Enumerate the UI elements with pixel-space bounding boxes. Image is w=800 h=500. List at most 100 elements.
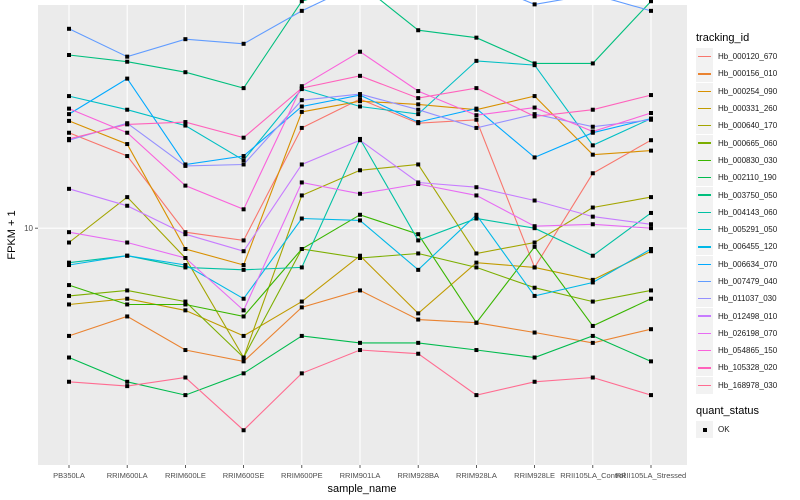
data-point-Hb_000156_010 bbox=[358, 288, 362, 293]
data-point-Hb_054865_150 bbox=[183, 183, 188, 188]
x-axis-title: sample_name bbox=[327, 483, 396, 495]
y-tick-label: 10 bbox=[24, 224, 33, 233]
data-point-Hb_000830_030 bbox=[183, 302, 188, 307]
data-point-Hb_003750_050 bbox=[474, 35, 479, 40]
legend-item: Hb_005291_050 bbox=[696, 221, 778, 239]
data-point-Hb_011037_030 bbox=[299, 98, 304, 103]
data-point-Hb_000665_060 bbox=[590, 299, 595, 304]
data-point-Hb_000254_090 bbox=[532, 94, 537, 99]
data-point-Hb_006455_120 bbox=[649, 247, 653, 252]
data-point-Hb_007479_040 bbox=[241, 41, 246, 46]
legend-item: Hb_054865_150 bbox=[696, 342, 778, 360]
legend-item: Hb_026198_070 bbox=[696, 324, 778, 342]
data-point-Hb_054865_150 bbox=[67, 106, 71, 111]
data-point-Hb_011037_030 bbox=[241, 162, 246, 167]
data-point-Hb_006634_070 bbox=[125, 76, 130, 81]
data-point-Hb_002110_190 bbox=[67, 355, 71, 360]
data-point-Hb_105328_020 bbox=[416, 96, 421, 101]
data-point-Hb_105328_020 bbox=[474, 86, 479, 91]
legend-label: Hb_054865_150 bbox=[718, 346, 778, 356]
data-point-Hb_002110_190 bbox=[183, 393, 188, 398]
data-point-Hb_006455_120 bbox=[125, 253, 130, 258]
grid-lines bbox=[38, 5, 687, 465]
data-point-Hb_012498_010 bbox=[241, 249, 246, 254]
legend2-item: OK bbox=[696, 421, 759, 439]
data-point-Hb_000156_010 bbox=[416, 317, 421, 322]
data-point-Hb_000120_670 bbox=[474, 117, 479, 122]
data-point-Hb_012498_010 bbox=[590, 214, 595, 219]
legend-line-icon bbox=[696, 359, 713, 377]
x-tick-label: RRII105LA_Control bbox=[560, 471, 625, 480]
data-point-Hb_000156_010 bbox=[241, 359, 246, 364]
data-point-Hb_003750_050 bbox=[416, 28, 421, 33]
x-tick-label: RRIM600LE bbox=[165, 471, 206, 480]
data-point-Hb_005291_050 bbox=[416, 112, 421, 117]
x-tick-label: RRIM600LA bbox=[107, 471, 148, 480]
data-point-Hb_105328_020 bbox=[67, 136, 71, 141]
legend-line-icon bbox=[696, 324, 713, 342]
legend-line-icon bbox=[696, 290, 713, 308]
data-point-Hb_000254_090 bbox=[649, 148, 653, 153]
y-axis-title: FPKM + 1 bbox=[6, 210, 18, 259]
legend-line-icon bbox=[696, 307, 713, 325]
data-point-Hb_000254_090 bbox=[125, 142, 130, 147]
data-point-Hb_054865_150 bbox=[241, 207, 246, 212]
axes: PB350LA RRIM600LA RRIM600LE RRIM600SE RRIM60… bbox=[24, 224, 686, 480]
data-point-Hb_000156_010 bbox=[183, 348, 188, 353]
data-point-Hb_004143_060 bbox=[649, 210, 653, 215]
data-point-Hb_000830_030 bbox=[416, 232, 421, 237]
data-point-Hb_054865_150 bbox=[532, 105, 537, 110]
data-point-Hb_000331_260 bbox=[532, 265, 537, 270]
data-point-Hb_000331_260 bbox=[241, 333, 246, 338]
data-point-Hb_000830_030 bbox=[125, 302, 130, 307]
legend-item: Hb_000156_010 bbox=[696, 65, 777, 83]
legend-item: Hb_000120_670 bbox=[696, 48, 777, 66]
legend-line-icon bbox=[696, 82, 713, 100]
data-point-Hb_003750_050 bbox=[183, 70, 188, 75]
data-point-Hb_000830_030 bbox=[358, 212, 362, 217]
data-point-Hb_000830_030 bbox=[649, 296, 653, 301]
data-point-Hb_011037_030 bbox=[649, 117, 653, 122]
data-point-Hb_168978_030 bbox=[125, 384, 130, 389]
data-point-Hb_000665_060 bbox=[183, 299, 188, 304]
data-point-Hb_005291_050 bbox=[474, 58, 479, 63]
data-point-Hb_005291_050 bbox=[358, 104, 362, 109]
data-point-Hb_168978_030 bbox=[358, 348, 362, 353]
legend-label: Hb_006634_070 bbox=[718, 259, 778, 269]
data-point-Hb_000156_010 bbox=[299, 305, 304, 310]
legend-line-icon bbox=[696, 342, 713, 360]
data-point-Hb_026198_070 bbox=[241, 308, 246, 313]
data-point-Hb_000640_170 bbox=[649, 195, 653, 200]
data-point-Hb_000254_090 bbox=[358, 99, 362, 104]
legend-label: Hb_000830_030 bbox=[718, 155, 778, 165]
legend-line-icon bbox=[696, 203, 713, 221]
data-point-Hb_105328_020 bbox=[649, 93, 653, 98]
data-point-Hb_006634_070 bbox=[299, 104, 304, 109]
data-point-Hb_000665_060 bbox=[241, 355, 246, 360]
data-point-Hb_026198_070 bbox=[125, 240, 130, 245]
data-point-Hb_000156_010 bbox=[125, 314, 130, 319]
data-point-Hb_000120_670 bbox=[590, 171, 595, 176]
data-point-Hb_168978_030 bbox=[416, 351, 421, 356]
data-point-Hb_003750_050 bbox=[299, 0, 304, 4]
data-point-Hb_002110_190 bbox=[299, 333, 304, 338]
legend-tracking-id: tracking_id Hb_000120_670 Hb_000156_010 Hb… bbox=[696, 32, 777, 394]
legend-label: Hb_026198_070 bbox=[718, 328, 778, 338]
data-point-Hb_000830_030 bbox=[474, 320, 479, 325]
x-tick-label: RRIM901LA bbox=[340, 471, 381, 480]
legend-label: Hb_005291_050 bbox=[718, 225, 778, 235]
legend-item: Hb_012498_010 bbox=[696, 307, 777, 325]
data-point-Hb_000331_260 bbox=[474, 260, 479, 265]
data-point-Hb_168978_030 bbox=[183, 375, 188, 380]
data-point-Hb_000331_260 bbox=[67, 302, 71, 307]
data-point-Hb_002110_190 bbox=[125, 379, 130, 384]
x-tick-label: RRIM928LE bbox=[514, 471, 555, 480]
data-point-Hb_000665_060 bbox=[358, 256, 362, 261]
data-point-Hb_054865_150 bbox=[474, 113, 479, 118]
legend2-label: OK bbox=[718, 425, 730, 435]
data-point-Hb_007479_040 bbox=[649, 8, 653, 13]
data-point-Hb_000640_170 bbox=[125, 195, 130, 200]
data-point-Hb_011037_030 bbox=[532, 112, 537, 117]
data-point-Hb_026198_070 bbox=[474, 193, 479, 198]
